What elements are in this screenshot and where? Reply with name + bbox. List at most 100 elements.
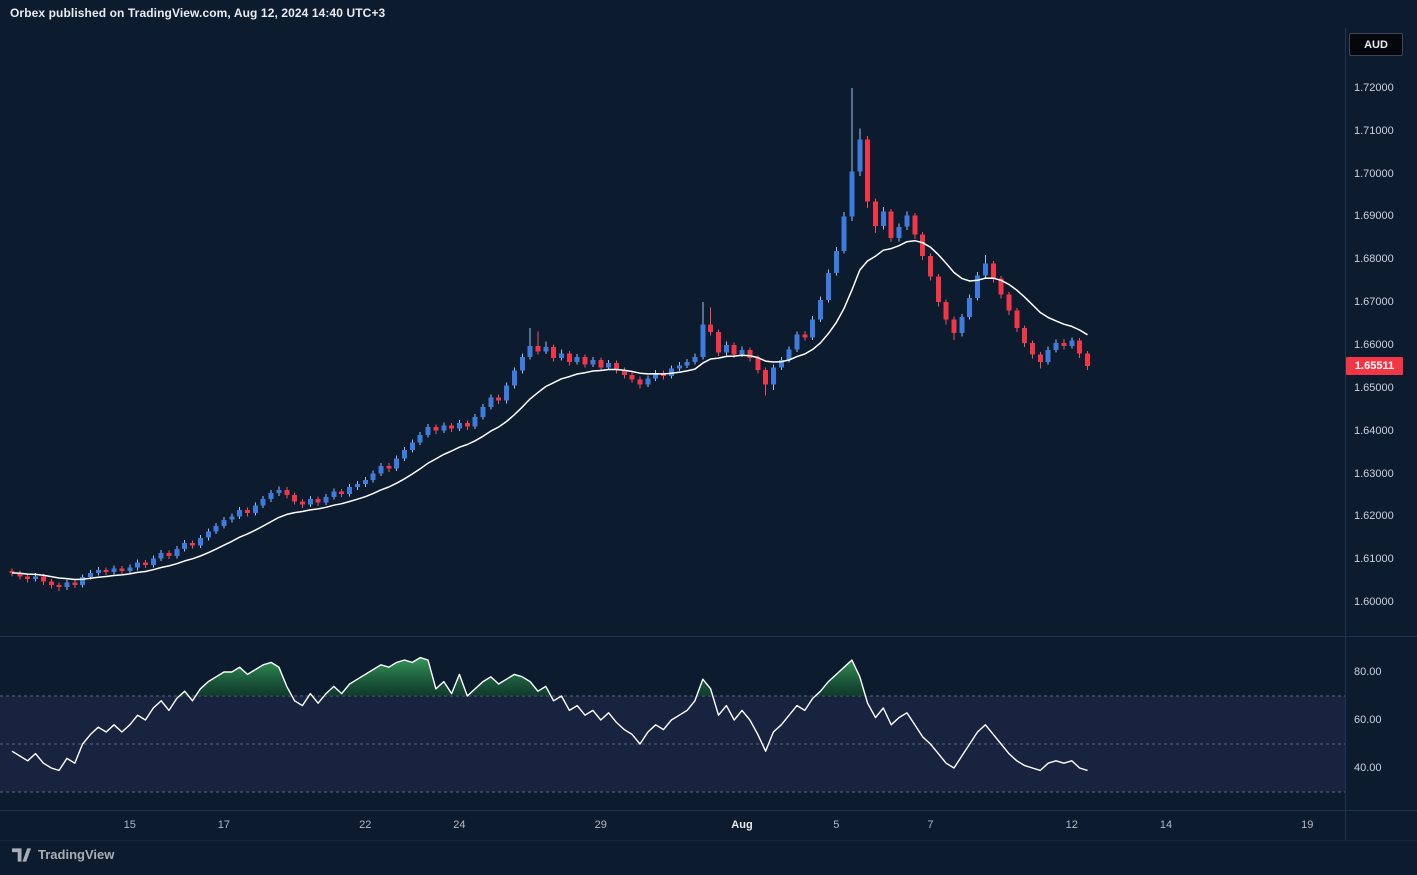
- candle-body[interactable]: [347, 487, 353, 495]
- candle-body[interactable]: [857, 139, 863, 172]
- candle-body[interactable]: [841, 216, 847, 251]
- candle-body[interactable]: [755, 357, 761, 370]
- candle-body[interactable]: [629, 375, 635, 380]
- candle-body[interactable]: [496, 397, 502, 401]
- rsi-axis[interactable]: 80.00 60.00 40.00: [1345, 0, 1417, 875]
- candle-body[interactable]: [315, 499, 321, 503]
- candle-body[interactable]: [1061, 342, 1067, 346]
- candle-body[interactable]: [64, 582, 70, 587]
- candle-body[interactable]: [135, 562, 141, 568]
- candle-body[interactable]: [700, 324, 706, 357]
- candle-body[interactable]: [613, 363, 619, 370]
- candle-body[interactable]: [48, 581, 54, 585]
- candle-body[interactable]: [292, 494, 298, 502]
- candle-body[interactable]: [127, 567, 133, 572]
- candle-body[interactable]: [716, 332, 721, 353]
- rsi-pane-canvas[interactable]: [0, 638, 1345, 810]
- candle-body[interactable]: [433, 427, 439, 431]
- candle-body[interactable]: [464, 423, 470, 427]
- candle-body[interactable]: [1077, 340, 1083, 354]
- candle-body[interactable]: [56, 584, 62, 587]
- candle-body[interactable]: [166, 553, 172, 556]
- candle-body[interactable]: [865, 139, 871, 202]
- price-pane-canvas[interactable]: [0, 28, 1345, 635]
- candle-body[interactable]: [1085, 353, 1090, 366]
- candle-body[interactable]: [150, 558, 156, 566]
- candle-body[interactable]: [370, 473, 376, 480]
- candle-body[interactable]: [323, 497, 329, 503]
- candle-body[interactable]: [904, 215, 910, 227]
- candle-body[interactable]: [95, 569, 101, 573]
- candle-body[interactable]: [598, 360, 604, 368]
- candle-body[interactable]: [276, 489, 282, 493]
- candle-body[interactable]: [551, 347, 557, 358]
- candle-body[interactable]: [723, 345, 729, 353]
- candle-body[interactable]: [402, 449, 407, 459]
- candle-body[interactable]: [566, 353, 572, 363]
- candle-body[interactable]: [927, 255, 933, 277]
- candle-body[interactable]: [174, 548, 180, 556]
- candle-body[interactable]: [888, 211, 894, 238]
- candle-body[interactable]: [456, 423, 462, 429]
- candle-body[interactable]: [527, 345, 533, 357]
- candle-body[interactable]: [778, 360, 784, 368]
- candle-body[interactable]: [582, 357, 588, 365]
- candle-body[interactable]: [998, 278, 1004, 295]
- candle-body[interactable]: [190, 542, 195, 546]
- candle-body[interactable]: [103, 569, 109, 572]
- candle-body[interactable]: [559, 353, 564, 358]
- candle-body[interactable]: [676, 365, 682, 369]
- candle-body[interactable]: [72, 582, 78, 585]
- candle-body[interactable]: [880, 211, 886, 226]
- candle-body[interactable]: [849, 171, 855, 217]
- candle-body[interactable]: [307, 499, 313, 505]
- candle-body[interactable]: [339, 491, 345, 495]
- candle-body[interactable]: [833, 250, 839, 274]
- candle-body[interactable]: [684, 362, 690, 366]
- candle-body[interactable]: [245, 509, 250, 513]
- candle-body[interactable]: [975, 275, 980, 298]
- candle-body[interactable]: [511, 370, 517, 386]
- candle-body[interactable]: [221, 519, 227, 526]
- tradingview-logo[interactable]: TradingView: [12, 847, 114, 862]
- candle-body[interactable]: [182, 542, 188, 549]
- candle-body[interactable]: [935, 276, 941, 303]
- candle-body[interactable]: [480, 407, 486, 417]
- candle-body[interactable]: [825, 273, 831, 300]
- candle-body[interactable]: [912, 215, 918, 235]
- candle-body[interactable]: [920, 234, 926, 256]
- candle-body[interactable]: [362, 479, 368, 485]
- candle-body[interactable]: [425, 427, 431, 435]
- candle-body[interactable]: [990, 263, 996, 279]
- candle-body[interactable]: [692, 357, 698, 363]
- candle-body[interactable]: [708, 324, 714, 333]
- candle-body[interactable]: [519, 357, 525, 371]
- candle-body[interactable]: [1006, 294, 1012, 311]
- candle-body[interactable]: [111, 568, 117, 572]
- candle-body[interactable]: [739, 350, 745, 355]
- candle-body[interactable]: [441, 425, 447, 431]
- candle-body[interactable]: [943, 302, 949, 320]
- candle-body[interactable]: [668, 368, 674, 376]
- candle-body[interactable]: [9, 571, 15, 573]
- candle-body[interactable]: [982, 263, 988, 276]
- candle-body[interactable]: [25, 576, 31, 579]
- candle-body[interactable]: [770, 367, 776, 385]
- time-axis[interactable]: 15 17 22 24 29 Aug 5 7 12 14 19: [0, 810, 1345, 840]
- candle-body[interactable]: [747, 350, 753, 358]
- candle-body[interactable]: [504, 385, 509, 401]
- candle-body[interactable]: [1022, 327, 1028, 343]
- candle-body[interactable]: [417, 435, 423, 443]
- candle-body[interactable]: [260, 499, 266, 506]
- attribution-link[interactable]: Orbex published on TradingView.com, Aug …: [10, 6, 386, 20]
- candle-body[interactable]: [229, 516, 235, 520]
- candle-body[interactable]: [574, 357, 580, 363]
- pane-separator[interactable]: [0, 636, 1417, 637]
- candle-body[interactable]: [378, 465, 384, 474]
- candle-body[interactable]: [731, 345, 737, 355]
- candle-body[interactable]: [252, 505, 258, 513]
- candle-body[interactable]: [873, 201, 878, 226]
- candle-body[interactable]: [653, 372, 659, 379]
- candle-body[interactable]: [810, 319, 816, 338]
- candle-body[interactable]: [967, 297, 973, 318]
